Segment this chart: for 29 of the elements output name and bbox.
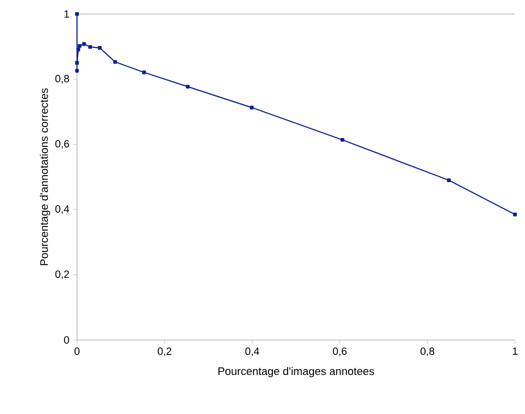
point [113, 60, 117, 64]
y-tick-label: 0,8 [55, 74, 70, 84]
point [98, 46, 102, 50]
point [513, 212, 517, 216]
point [250, 106, 254, 110]
x-tick-label: 1 [512, 348, 518, 355]
point [447, 178, 451, 182]
point [340, 138, 344, 142]
x-tick-label: 0,4 [245, 348, 260, 356]
y-tick-label: 0,6 [55, 140, 70, 149]
point [78, 44, 82, 48]
point [75, 12, 79, 16]
point [75, 61, 79, 65]
point [82, 42, 86, 46]
x-tick-label: 0 [74, 348, 80, 355]
y-tick-label: 0,4 [55, 205, 70, 214]
point [76, 48, 80, 52]
x-tick-label: 0,8 [420, 348, 434, 356]
y-tick-label: 1 [64, 10, 69, 18]
x-axis-title: Pourcentage d'images annotees [218, 367, 374, 378]
point [88, 45, 92, 49]
point [186, 84, 190, 89]
y-tick-label: 0,2 [55, 270, 69, 280]
y-tick-label: 0 [64, 336, 70, 344]
x-tick-label: 0,6 [332, 348, 347, 356]
point [142, 70, 146, 74]
y-axis-title: Pourcentage d'annotations correctes [40, 88, 50, 266]
x-tick-label: 0,2 [158, 348, 172, 356]
point [75, 68, 79, 73]
